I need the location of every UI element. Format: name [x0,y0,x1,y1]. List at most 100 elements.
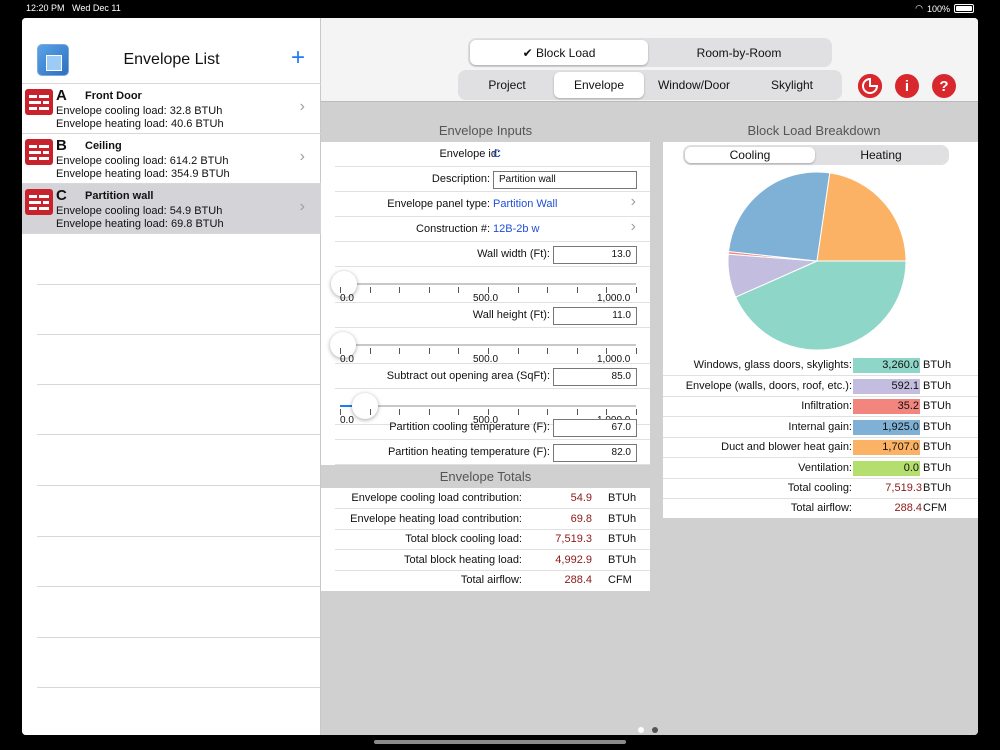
envelope-heating-load: Envelope heating load: 40.6 BTUh [56,118,224,130]
envelope-item-b[interactable]: B Ceiling Envelope cooling load: 614.2 B… [22,134,321,184]
total-cooling-row: Total cooling: 7,519.3 BTUh [663,478,978,499]
page-dot [638,727,644,733]
envelope-name: Front Door [85,90,142,102]
tab-project[interactable]: Project [488,78,526,92]
app-icon [37,44,69,76]
chevron-right-icon: › [299,148,305,165]
chevron-right-icon: › [630,193,636,210]
tab-envelope[interactable]: Envelope [554,72,644,98]
total-airflow-value: 288.4 [894,502,922,514]
description-label: Description: [431,173,490,185]
envelope-cooling-load: Envelope cooling load: 32.8 BTUh [56,105,223,117]
cooling-temp-field[interactable]: 67.0 [553,419,637,437]
wall-width-slider[interactable]: 0.0 500.0 1,000.0 [330,267,650,304]
totals-value: 7,519.3 [555,533,592,545]
brick-wall-icon [25,89,53,115]
slider-tick [636,409,637,415]
totals-label: Envelope heating load contribution: [350,513,522,525]
slider-tick [636,287,637,293]
slider-track [340,344,636,346]
heating-temp-label: Partition heating temperature (F): [387,446,550,458]
envelope-cooling-load: Envelope cooling load: 614.2 BTUh [56,155,229,167]
wall-width-field[interactable]: 13.0 [553,246,637,264]
slider-tick [458,409,460,415]
slider-tick [606,409,608,415]
slider-max-label: 1,000.0 [597,293,631,304]
slider-tick [458,348,460,354]
report-chart-button[interactable] [858,74,882,98]
top-toolbar: ✔ Block Load Room-by-Room Project Envelo… [321,18,978,102]
help-button[interactable]: ? [932,74,956,98]
totals-value: 288.4 [564,574,592,586]
slider-knob[interactable] [352,393,379,419]
totals-row: Envelope cooling load contribution: 54.9… [335,488,650,509]
construction-label: Construction #: [416,223,490,235]
tab-heating[interactable]: Heating [860,148,902,162]
totals-unit: BTUh [608,533,637,545]
list-divider [37,485,320,486]
tab-room-by-room[interactable]: Room-by-Room [696,45,782,60]
main-content: ✔ Block Load Room-by-Room Project Envelo… [321,18,978,735]
section-segmented-control: Project Envelope Window/Door Skylight [458,70,842,100]
slider-tick [636,348,637,354]
list-divider [37,384,320,385]
envelope-item-c[interactable]: C Partition wall Envelope cooling load: … [22,184,321,234]
breakdown-value: 0.0 [853,460,920,476]
slider-tick [399,348,401,354]
breakdown-label: Duct and blower heat gain: [721,441,852,453]
description-row: Description: Partition wall [335,167,650,192]
slider-track [340,405,636,407]
breakdown-unit: BTUh [923,359,952,371]
heating-temp-row: Partition heating temperature (F): 82.0 [335,440,650,465]
wifi-icon: ◠ [915,3,923,13]
totals-label: Envelope cooling load contribution: [351,492,522,504]
wall-width-row: Wall width (Ft): 13.0 [335,242,650,267]
slider-tick [369,348,371,354]
sidebar-title: Envelope List [123,51,220,68]
tab-cooling[interactable]: Cooling [685,147,815,163]
breakdown-row: Envelope (walls, doors, roof, etc.): 592.… [663,376,978,397]
slider-knob[interactable] [330,271,357,297]
pie-slice [816,172,907,262]
list-divider [37,334,320,335]
wall-height-slider[interactable]: 0.0 500.0 1,000.0 [330,328,650,365]
envelope-list-sidebar: Envelope List + A Front Door Envelope co… [22,18,321,735]
brick-wall-icon [25,189,53,215]
slider-track [340,283,636,285]
tab-block-load[interactable]: ✔ Block Load [470,40,648,65]
sidebar-header: Envelope List + [22,18,321,84]
breakdown-panel: Cooling Heating Windows, glass doors, sk… [663,142,978,518]
envelope-inputs-panel: Envelope Inputs Envelope id: C Descripti… [321,118,650,465]
totals-label: Total block heating load: [403,554,522,566]
slider-tick [340,287,341,293]
slider-tick [488,348,489,354]
tab-skylight[interactable]: Skylight [770,78,814,92]
total-cooling-value: 7,519.3 [885,482,922,494]
slider-min-label: 0.0 [340,415,354,426]
slider-knob[interactable] [330,332,357,358]
breakdown-value: 35.2 [853,399,920,414]
help-icon: ? [939,77,949,95]
chevron-right-icon: › [299,198,305,215]
description-field[interactable]: Partition wall [493,171,637,189]
pie-chart-icon [858,74,882,98]
add-envelope-button[interactable]: + [290,44,305,71]
opening-area-field[interactable]: 85.0 [553,368,637,386]
slider-tick [547,409,549,415]
breakdown-value: 3,260.0 [853,358,920,373]
status-time: 12:20 PM Wed Dec 11 [26,3,121,13]
total-airflow-unit: CFM [923,502,947,514]
construction-row[interactable]: Construction #: 12B-2b w › [335,217,650,242]
slider-mid-label: 500.0 [473,354,499,365]
heating-temp-field[interactable]: 82.0 [553,444,637,462]
info-button[interactable]: i [895,74,919,98]
envelope-item-a[interactable]: A Front Door Envelope cooling load: 32.8… [22,84,321,134]
panel-type-row[interactable]: Envelope panel type: Partition Wall › [335,192,650,217]
totals-row: Total block cooling load: 7,519.3 BTUh [335,529,650,550]
breakdown-value: 592.1 [853,378,920,394]
status-right: ◠ 100% [915,3,974,14]
envelope-id-value: C [493,148,501,160]
wall-height-field[interactable]: 11.0 [553,307,637,325]
slider-tick [547,287,549,293]
tab-window-door[interactable]: Window/Door [657,78,731,92]
